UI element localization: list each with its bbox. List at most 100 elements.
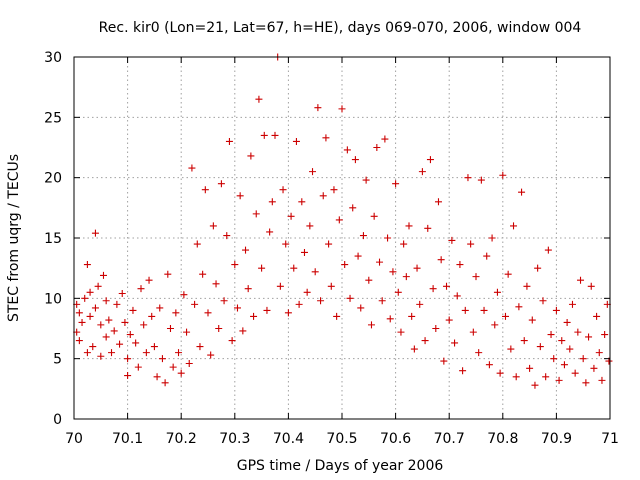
data-point [402, 273, 410, 281]
data-point [121, 318, 129, 326]
data-point [158, 355, 166, 363]
x-tick-label: 70.4 [273, 431, 304, 447]
data-point [598, 376, 606, 384]
data-point [81, 294, 89, 302]
data-point [518, 188, 526, 196]
data-point [102, 297, 110, 305]
data-point [166, 325, 174, 332]
data-point [105, 316, 113, 324]
data-point [370, 212, 378, 220]
data-point [97, 321, 105, 329]
data-point [89, 343, 97, 351]
data-point [175, 349, 183, 357]
data-point [236, 192, 244, 200]
data-point [282, 240, 290, 248]
data-point [268, 198, 276, 206]
data-point [132, 339, 140, 347]
data-point [314, 104, 322, 112]
data-point [338, 105, 346, 113]
data-point [488, 234, 496, 242]
data-point [555, 376, 563, 384]
data-point [405, 222, 413, 230]
data-point [453, 292, 461, 300]
data-point [207, 351, 215, 359]
data-point [188, 164, 196, 172]
data-point [99, 271, 107, 279]
data-point [271, 131, 279, 139]
data-point [204, 309, 212, 317]
data-point [386, 315, 394, 323]
data-point [539, 297, 547, 305]
data-point [485, 361, 493, 369]
data-point [183, 328, 191, 336]
data-point [295, 300, 303, 308]
y-tick-label: 5 [53, 352, 62, 368]
data-point [523, 282, 531, 290]
data-point [571, 369, 579, 377]
data-point [357, 304, 365, 312]
data-point [319, 192, 327, 200]
data-point [477, 176, 485, 184]
data-point [426, 156, 434, 164]
data-point [260, 131, 268, 139]
data-point [116, 340, 124, 348]
data-point [456, 261, 464, 269]
data-point [209, 222, 217, 230]
data-point [97, 352, 105, 360]
data-point [199, 270, 207, 278]
data-point [448, 236, 456, 244]
data-point [341, 261, 349, 269]
data-point [601, 331, 609, 339]
data-point [378, 297, 386, 305]
data-point [568, 300, 576, 308]
data-point [558, 337, 566, 345]
chart-title: Rec. kir0 (Lon=21, Lat=67, h=HE), days 0… [99, 20, 582, 36]
x-tick-label: 70.8 [487, 431, 518, 447]
data-point [309, 168, 317, 176]
data-point [284, 309, 292, 317]
data-point [279, 186, 287, 194]
data-point [491, 321, 499, 329]
data-point [501, 312, 509, 320]
data-point [292, 137, 300, 145]
data-point [185, 359, 193, 367]
data-points [73, 53, 613, 389]
data-point [496, 369, 504, 377]
data-point [512, 373, 520, 381]
data-point [102, 333, 110, 341]
data-point [424, 224, 432, 232]
data-point [244, 285, 252, 293]
data-point [118, 290, 126, 298]
data-point [300, 248, 308, 256]
data-point [534, 264, 542, 272]
data-point [196, 343, 204, 351]
data-point [225, 137, 233, 145]
data-point [142, 349, 150, 357]
data-point [164, 270, 172, 278]
y-tick-label: 25 [44, 110, 62, 126]
data-point [276, 282, 284, 290]
data-point [153, 373, 161, 381]
data-point [464, 174, 472, 182]
data-point [392, 180, 400, 188]
data-point [311, 268, 319, 276]
data-point [440, 357, 448, 365]
data-point [397, 328, 405, 336]
data-point [191, 300, 199, 308]
data-point [252, 210, 260, 218]
x-tick-labels: 70 70.1 70.2 70.3 70.4 70.5 70.6 70.7 70.8 70.9 71 [65, 431, 619, 447]
data-point [126, 331, 134, 339]
data-point [180, 291, 188, 299]
data-point [593, 312, 601, 320]
data-point [413, 264, 421, 272]
data-point [528, 316, 536, 324]
data-point [461, 306, 469, 314]
data-point [451, 339, 459, 347]
data-point [247, 152, 255, 160]
data-point [362, 176, 370, 184]
data-point [94, 282, 102, 290]
data-point [129, 306, 137, 314]
data-point [258, 264, 266, 272]
data-point [400, 240, 408, 248]
data-point [520, 337, 528, 345]
